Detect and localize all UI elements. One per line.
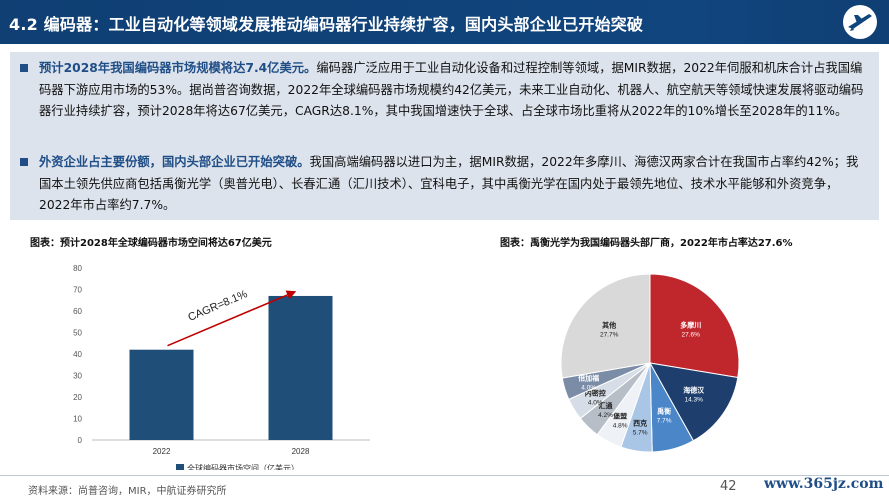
slice-label: 多摩川	[680, 320, 701, 329]
slice-label: 内密控	[585, 388, 606, 397]
airplane-logo-icon	[843, 5, 877, 39]
paragraph-text: 编码器广泛应用于工业自动化设备和过程控制等领域，据MIR数据，2022年伺服和机…	[39, 61, 864, 118]
y-tick-label: 50	[73, 329, 82, 338]
slide-header: 4.2 编码器：工业自动化等领域发展推动编码器行业持续扩容，国内头部企业已开始突…	[0, 0, 889, 44]
slice-percent: 4.0%	[581, 385, 596, 392]
paragraph-text: 我国高端编码器以进口为主，据MIR数据，2022年多摩川、海德汉两家合计在我国市…	[39, 155, 859, 212]
y-tick-label: 30	[73, 372, 82, 381]
y-tick-label: 20	[73, 393, 82, 402]
legend-swatch	[176, 464, 184, 470]
slice-label: 汇通	[599, 401, 614, 410]
pie-slice	[649, 273, 740, 379]
slice-label: 其他	[602, 321, 616, 330]
slice-label: 堡盟	[613, 412, 627, 421]
slice-percent: 7.7%	[657, 418, 672, 425]
summary-box: 预计2028年我国编码器市场规模将达7.4亿美元。编码器广泛应用于工业自动化设备…	[10, 52, 879, 220]
y-tick-label: 70	[73, 286, 82, 295]
slice-label: 海德汉	[683, 386, 705, 395]
page-number: 42	[720, 479, 737, 494]
cagr-arrow	[167, 290, 297, 347]
paragraph-highlight: 预计2028年我国编码器市场规模将达7.4亿美元。	[39, 61, 317, 75]
slice-percent: 4.2%	[598, 412, 613, 419]
pie-slice	[560, 273, 651, 379]
paragraph-highlight: 外资企业占主要份额，国内头部企业已开始突破。	[39, 155, 310, 169]
cagr-annotation: CAGR=8.1%	[186, 288, 249, 324]
slice-label: 禹衡	[657, 407, 671, 416]
chart-caption-right: 图表：禹衡光学为我国编码器头部厂商，2022年市占率达27.6%	[500, 238, 793, 249]
x-tick-label: 2028	[292, 447, 310, 456]
slice-percent: 14.3%	[684, 397, 703, 404]
y-tick-label: 10	[73, 415, 82, 424]
x-tick-label: 2022	[153, 447, 171, 456]
slice-label: 倍加福	[578, 374, 599, 383]
market-share-pie-chart: 多摩川 27.6% 海德汉 14.3% 禹衡 7.7% 西克 5.7% 堡盟 4.8% 汇通 4.2%…	[560, 273, 740, 453]
source-note: 资料来源：尚普咨询，MIR，中航证券研究所	[28, 486, 227, 497]
legend-label: 全球编码器市场空间（亿美元）	[187, 463, 299, 470]
slice-percent: 4.0%	[588, 399, 603, 406]
paragraph-competition: 外资企业占主要份额，国内头部企业已开始突破。我国高端编码器以进口为主，据MIR数…	[20, 152, 869, 217]
chart-caption-left: 图表：预计2028年全球编码器市场空间将达67亿美元	[30, 238, 272, 249]
bar	[268, 295, 333, 440]
slice-label: 西克	[633, 418, 647, 427]
pie-slice	[649, 362, 739, 442]
bullet-square-icon	[20, 64, 28, 72]
y-tick-label: 60	[73, 307, 82, 316]
market-size-bar-chart: 0 10 20 30 40 50 60 70 80 2022 2028 CAGR=8.1% 全球编码器市…	[73, 264, 370, 470]
watermark: www.365jz.com	[764, 476, 884, 492]
y-tick-label: 80	[73, 264, 82, 273]
slide-title: 4.2 编码器：工业自动化等领域发展推动编码器行业持续扩容，国内头部企业已开始突…	[9, 15, 644, 34]
y-tick-label: 40	[73, 350, 82, 359]
footer-divider	[0, 475, 889, 476]
y-tick-label: 0	[78, 436, 83, 445]
slice-percent: 5.7%	[633, 429, 648, 436]
slice-percent: 4.8%	[613, 423, 628, 430]
bullet-square-icon	[20, 158, 28, 166]
slice-percent: 27.6%	[681, 331, 700, 338]
bar	[129, 349, 194, 440]
paragraph-market-size: 预计2028年我国编码器市场规模将达7.4亿美元。编码器广泛应用于工业自动化设备…	[20, 58, 869, 123]
slice-percent: 27.7%	[600, 332, 619, 339]
